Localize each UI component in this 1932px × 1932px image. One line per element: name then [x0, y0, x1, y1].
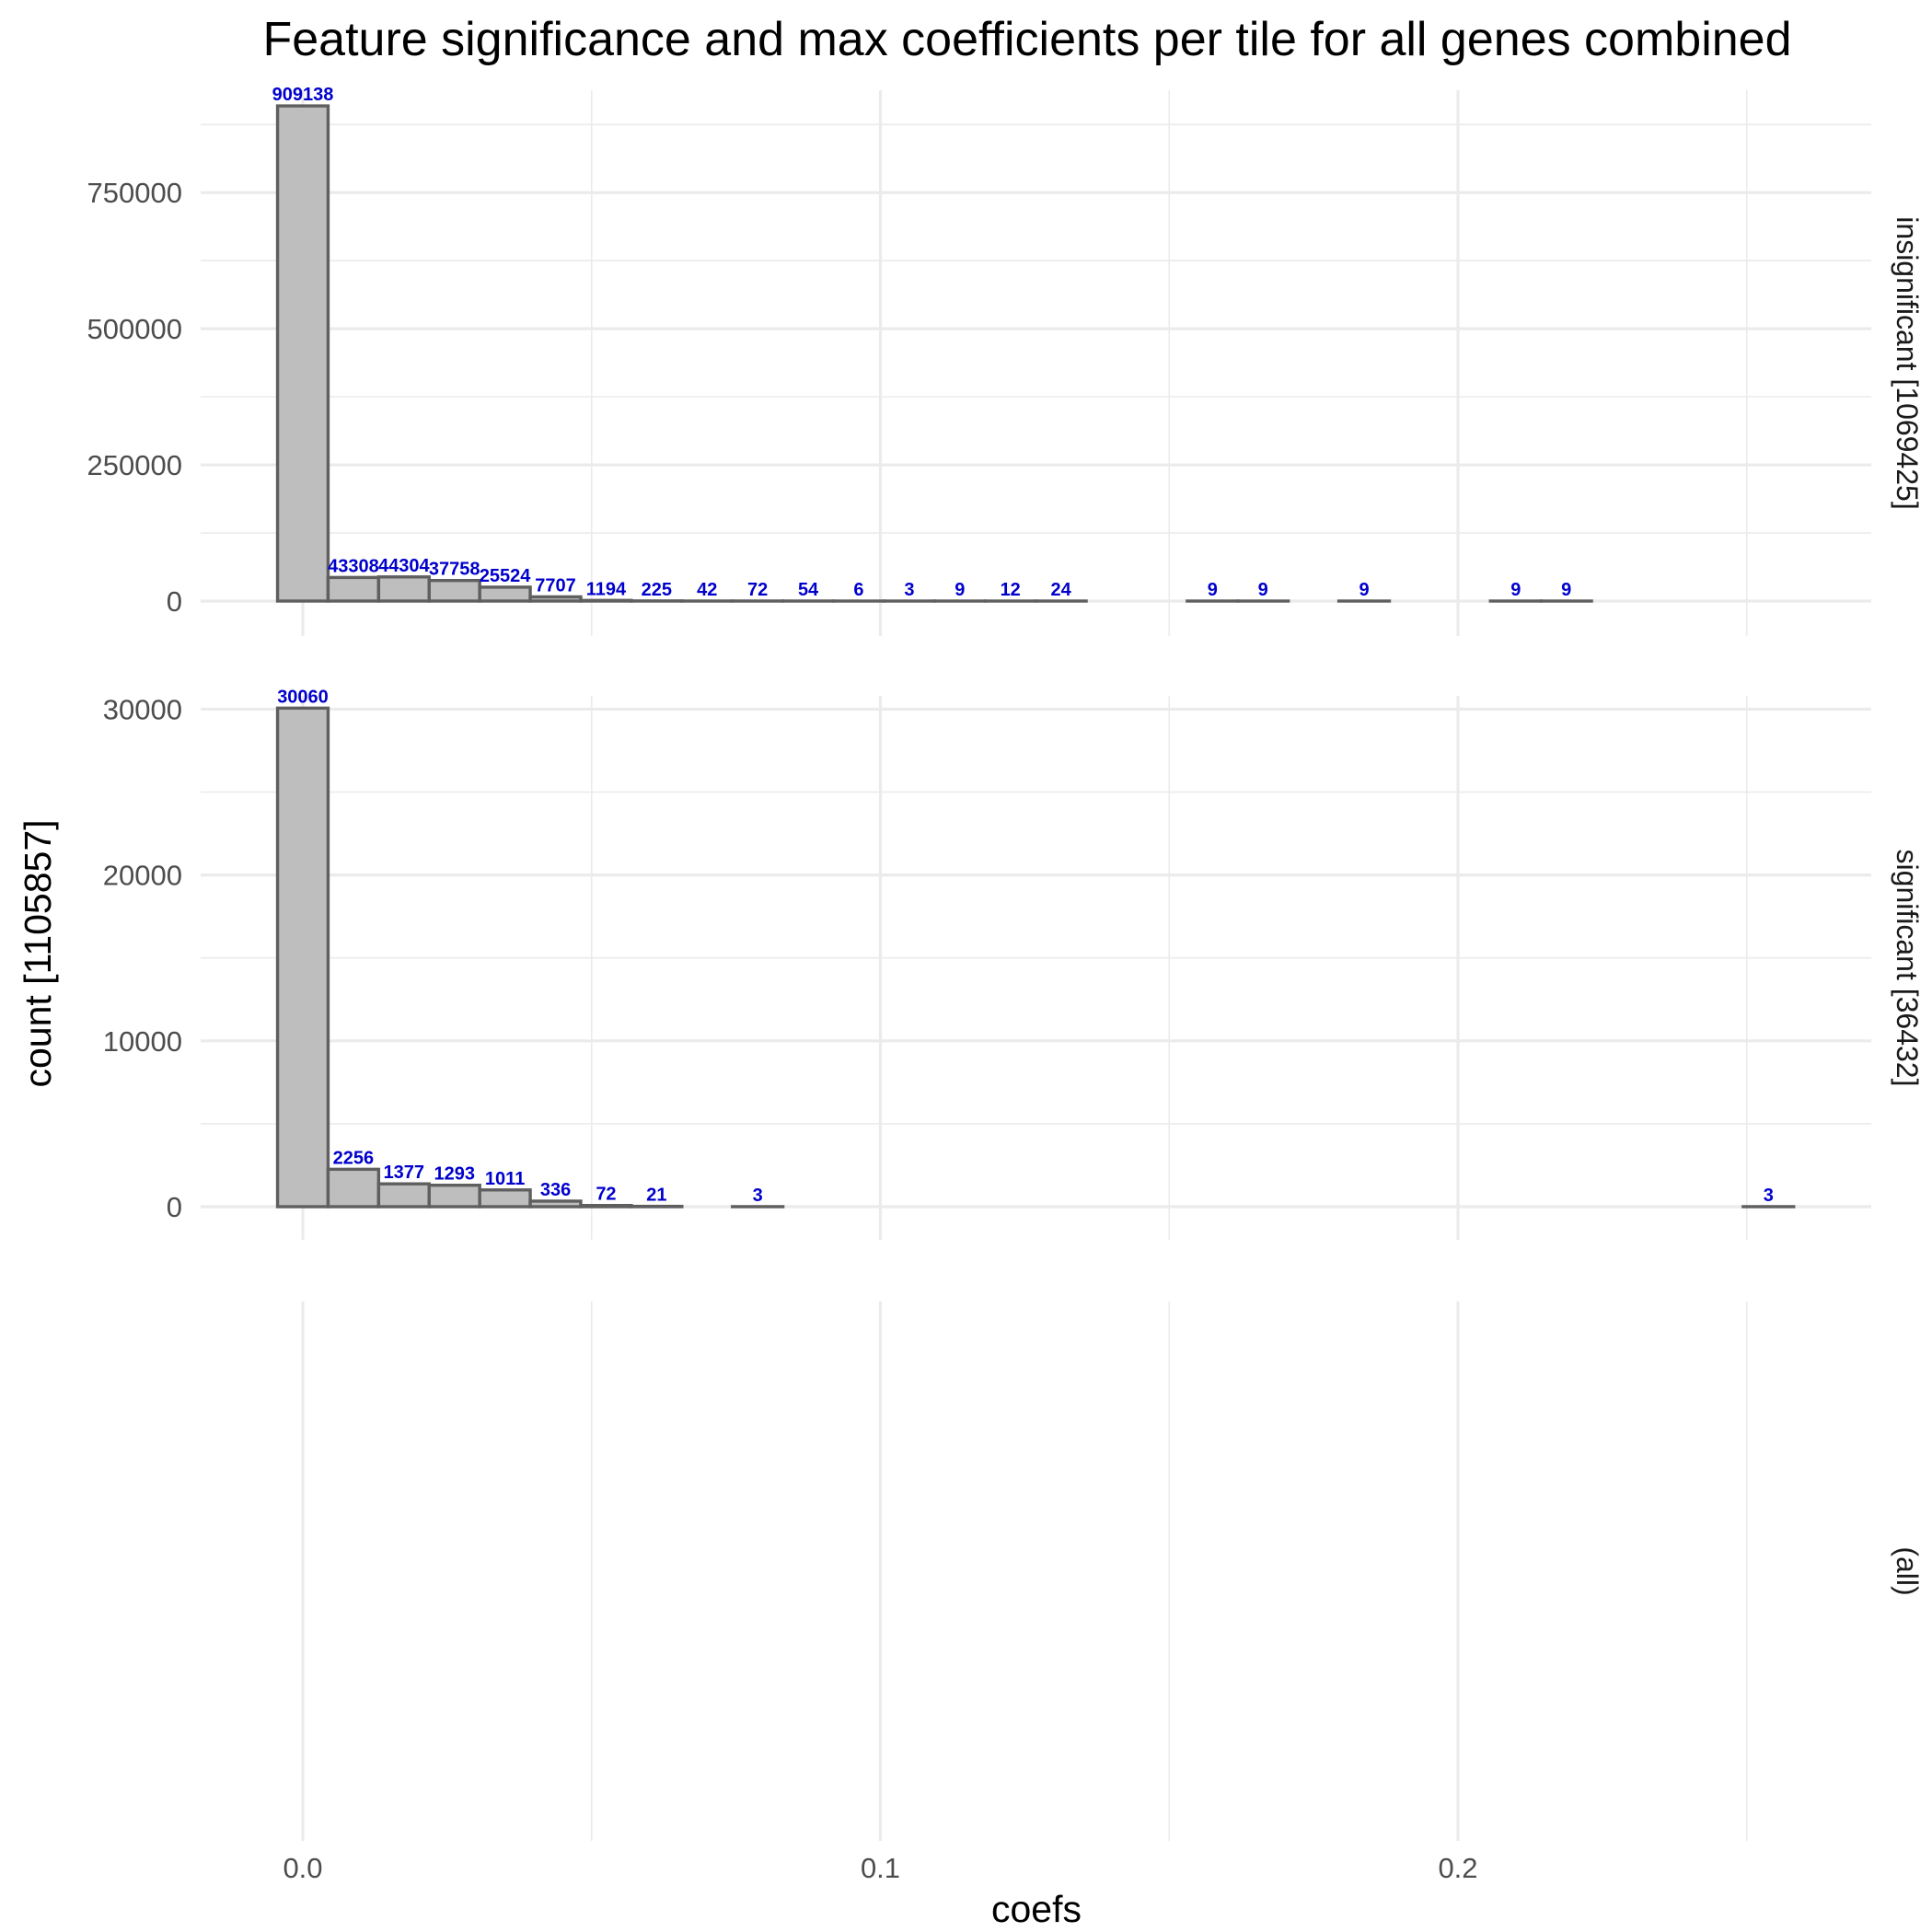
bar-count-label: 3	[753, 1186, 763, 1206]
bar-count-label: 1293	[434, 1164, 475, 1185]
y-tick-label: 0	[167, 585, 182, 618]
histogram-bar	[376, 1182, 431, 1209]
bar-count-label: 21	[646, 1186, 666, 1206]
y-axis-title: count [1105857]	[17, 819, 59, 1087]
bar-count-label: 336	[540, 1180, 571, 1200]
bar-count-label: 42	[697, 580, 717, 600]
bar-count-label: 30060	[277, 687, 329, 707]
bar-count-label: 9	[1510, 580, 1521, 600]
bar-count-label: 24	[1050, 580, 1071, 600]
y-tick-label: 0	[167, 1191, 182, 1223]
histogram-bar	[376, 575, 431, 603]
y-tick-label: 10000	[103, 1025, 182, 1058]
bar-count-label: 2256	[333, 1148, 375, 1168]
bar-count-label: 72	[596, 1185, 616, 1205]
bar-count-label: 9	[1208, 580, 1218, 600]
bar-count-label: 54	[798, 580, 819, 600]
histogram-bar	[427, 578, 481, 603]
bar-count-label: 44304	[378, 556, 430, 576]
bar-count-label: 9	[1258, 580, 1268, 600]
histogram-bar	[579, 1204, 633, 1209]
y-tick-label: 250000	[87, 449, 182, 481]
histogram-bar	[478, 585, 532, 603]
chart-title: Feature significance and max coefficient…	[262, 13, 1791, 66]
histogram-bar	[478, 1188, 532, 1209]
bar-count-label: 1377	[384, 1163, 425, 1183]
y-tick-label: 20000	[103, 860, 182, 892]
y-tick-label: 500000	[87, 313, 182, 345]
histogram-bar	[275, 104, 330, 603]
bar-count-label: 9	[954, 580, 965, 600]
x-tick-label: 0.2	[1438, 1852, 1477, 1884]
facet-panel: (all)	[301, 1301, 1924, 1841]
y-tick-label: 750000	[87, 177, 182, 209]
x-axis-title: coefs	[991, 1888, 1082, 1930]
x-tick-label: 0.0	[283, 1852, 322, 1884]
bar-count-label: 9	[1359, 580, 1369, 600]
histogram-bar	[326, 575, 381, 603]
bar-count-label: 37758	[429, 560, 480, 580]
histogram-bar	[326, 1167, 381, 1209]
bar-count-label: 3	[1764, 1186, 1774, 1206]
bar-count-label: 72	[747, 580, 768, 600]
bar-count-label: 6	[853, 580, 863, 600]
x-tick-label: 0.1	[861, 1852, 900, 1884]
y-tick-label: 30000	[103, 693, 182, 725]
bar-count-label: 43308	[328, 556, 379, 576]
bar-count-label: 3	[904, 580, 914, 600]
histogram-bar	[579, 598, 633, 603]
bar-count-label: 225	[642, 580, 672, 600]
histogram-bar	[528, 595, 583, 603]
histogram-bar	[275, 706, 330, 1209]
facet-strip-label: (all)	[1891, 1546, 1924, 1595]
facet-panel: insignificant [1069425] 0 250000 500000 7500…	[87, 85, 1924, 636]
facet-strip-label: significant [36432]	[1891, 850, 1924, 1087]
histogram-bar	[427, 1184, 481, 1209]
histogram-bar	[528, 1199, 583, 1209]
bar-count-label: 7707	[535, 575, 576, 596]
bar-count-label: 12	[1001, 580, 1021, 600]
facet-strip-label: insignificant [1069425]	[1891, 216, 1924, 509]
bar-count-label: 1194	[586, 579, 627, 599]
bar-count-label: 25524	[480, 566, 531, 586]
bar-count-label: 1011	[485, 1169, 525, 1189]
facet-panels: insignificant [1069425] 0 250000 500000 7500…	[87, 85, 1924, 1884]
facet-panel: significant [36432] 0 10000 20000 30000 30060…	[103, 687, 1924, 1240]
bar-count-label: 909138	[272, 85, 334, 105]
bar-count-label: 9	[1561, 580, 1571, 600]
